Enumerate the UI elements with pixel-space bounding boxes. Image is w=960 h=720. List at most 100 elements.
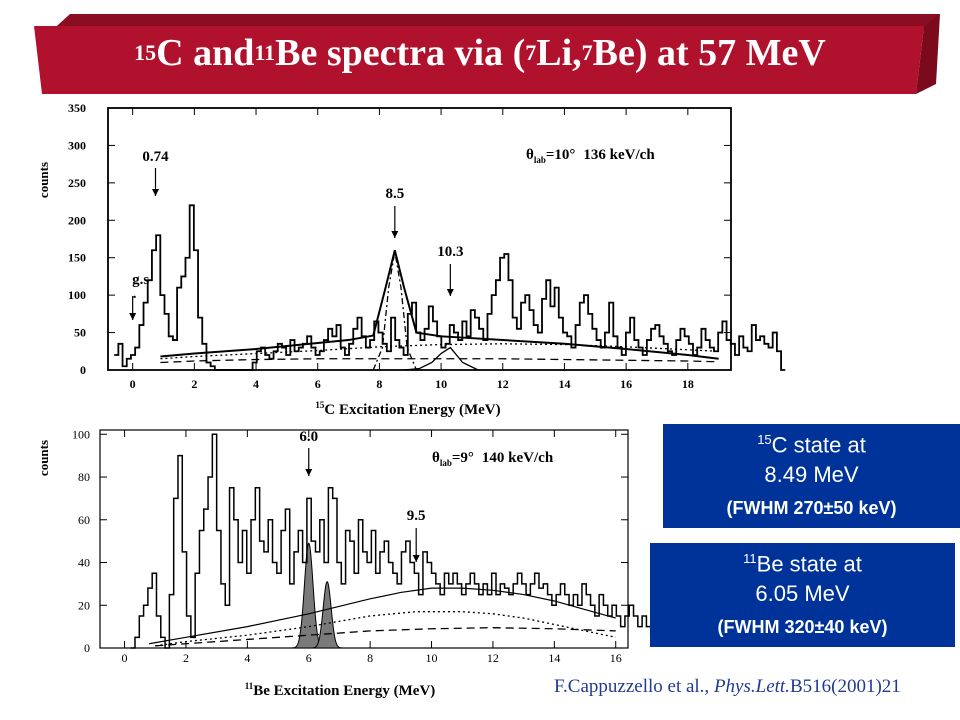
c2-xlabel: 11Be Excitation Energy (MeV): [245, 681, 436, 699]
c2-annotation-label: 6.0: [299, 429, 318, 445]
c1-xlabel-mass: 15: [315, 400, 325, 410]
c2-info-sub: lab: [440, 458, 452, 468]
title-banner: [34, 14, 940, 94]
c2-info-theta: θ: [432, 450, 440, 466]
c1-xtick-label: 4: [253, 377, 259, 391]
c2-peaks: [291, 542, 343, 649]
c2-annotation-arrowhead: [305, 469, 313, 476]
c1-ytick-label: 350: [68, 101, 86, 115]
c1-annotation-label: 10.3: [437, 244, 463, 260]
c1-xtick-label: 14: [558, 377, 570, 391]
box1-line1: 15C state at: [757, 432, 866, 458]
c2-frame: [99, 429, 629, 649]
c2-info-angle: =9°: [452, 450, 474, 466]
c1-frame: [107, 107, 732, 371]
c2-annotation-arrowhead: [412, 555, 420, 562]
c1-fit-peak-8-5: [372, 251, 418, 371]
c1-ytick-label: 150: [68, 251, 86, 265]
c2-xlabel-text: Be Excitation Energy (MeV): [253, 683, 435, 699]
c1-fit-total: [160, 249, 719, 360]
c1-xtick-label: 6: [315, 377, 321, 391]
c2-info-resolution: 140 keV/ch: [482, 450, 554, 466]
c2-peak-2: [311, 581, 343, 649]
c1-annotation-arrowhead: [446, 289, 454, 296]
c2-info: θlab=9° 140 keV/ch: [432, 450, 554, 468]
c2-ylabel: counts: [36, 440, 51, 476]
c1-ytick-label: 200: [68, 213, 86, 227]
c1-axes: 0 2 4 6 8 10 12 14 16 18 0 50 100 150 200 250 300 350: [68, 101, 732, 391]
c2-annotations: 6.0 9.5: [299, 429, 426, 562]
c1-xtick-label: 16: [620, 377, 632, 391]
c1-ytick-label: 250: [68, 176, 86, 190]
c1-xtick-label: 8: [376, 377, 382, 391]
c2-ytick-label: 0: [84, 641, 90, 655]
c2-fit-three-body: [155, 611, 616, 647]
c1-info-theta: θ: [526, 147, 534, 163]
box2-line1: 11Be state at: [743, 551, 862, 577]
c2-histogram: [130, 433, 673, 649]
c1-fit-three-body: [160, 343, 719, 360]
c1-ytick-label: 100: [68, 288, 86, 302]
c2-ytick-label: 100: [72, 427, 90, 441]
state-box-11be: 11Be state at 6.05 MeV (FWHM 320±40 keV): [650, 543, 955, 647]
c2-fit-total: [149, 587, 616, 645]
c2-xtick-label: 6: [306, 651, 312, 665]
page-title: 15 C and 11 Be spectra via (7 Li, 7 Be) at 57…: [134, 32, 826, 74]
c1-xtick-label: 18: [682, 377, 694, 391]
c2-xtick-label: 8: [367, 651, 373, 665]
c1-annotation-label: .: [133, 286, 137, 302]
c2-histogram-series: [130, 433, 673, 649]
c2-annotation-label: 9.5: [407, 508, 426, 524]
c1-info-angle: =10°: [546, 147, 576, 163]
c1-annotation-arrowhead: [151, 189, 159, 196]
c1-xtick-label: 10: [435, 377, 447, 391]
c2-xtick-label: 16: [610, 651, 622, 665]
c2-ytick-label: 20: [78, 598, 90, 612]
c1-ytick-label: 0: [80, 363, 86, 377]
c1-info-resolution: 136 keV/ch: [583, 147, 655, 163]
c1-ytick-label: 300: [68, 138, 86, 152]
c2-xtick-label: 12: [487, 651, 499, 665]
box2-line2: 6.05 MeV: [755, 581, 850, 607]
c1-ylabel: counts: [36, 162, 51, 198]
citation-journal: Phys.Lett.: [713, 676, 790, 697]
c1-annotation-arrowhead: [129, 313, 137, 320]
c1-histogram-series: [114, 204, 786, 371]
c2-xtick-label: 14: [548, 651, 560, 665]
c1-xtick-label: 0: [130, 377, 136, 391]
citation: F.Cappuzzello et al., Phys.Lett.B516(200…: [554, 676, 901, 697]
state-box-15c: 15C state at 8.49 MeV (FWHM 270±50 keV): [663, 424, 960, 528]
c2-xtick-label: 2: [183, 651, 189, 665]
c2-xtick-label: 0: [122, 651, 128, 665]
c2-xtick-label: 10: [426, 651, 438, 665]
c1-info: θlab=10° 136 keV/ch: [526, 147, 655, 165]
c2-xtick-label: 4: [244, 651, 250, 665]
c1-xlabel-text: C Excitation Energy (MeV): [324, 402, 500, 418]
c1-ytick-label: 50: [74, 326, 86, 340]
c1-annotation-label: 8.5: [385, 186, 404, 202]
c1-annotation-label: 0.74: [142, 149, 169, 165]
c1-fit-peak-10-3: [404, 346, 479, 371]
c2-ytick-label: 60: [78, 513, 90, 527]
c1-annotation-label: g.s: [132, 272, 149, 288]
c1-fit-background: [160, 358, 719, 364]
c1-xtick-label: 2: [191, 377, 197, 391]
c2-ytick-label: 40: [78, 556, 90, 570]
c2-fit-curves: [149, 587, 616, 647]
box1-line3: (FWHM 270±50 keV): [726, 498, 897, 519]
c2-ytick-label: 80: [78, 470, 90, 484]
c1-fit-curves: [160, 249, 719, 371]
c2-xlabel-mass: 11: [245, 681, 254, 691]
box1-line2: 8.49 MeV: [764, 462, 859, 488]
c1-annotations: 0.74 8.5 10.3 g.s.: [129, 149, 463, 320]
c1-histogram: [114, 204, 786, 371]
c2-fit-background: [155, 627, 616, 647]
c1-xlabel: 15C Excitation Energy (MeV): [315, 400, 500, 418]
c1-info-sub: lab: [534, 155, 546, 165]
box2-line3: (FWHM 320±40 keV): [717, 617, 888, 638]
c1-annotation-arrowhead: [391, 231, 399, 238]
c2-axes: 0 2 4 6 8 10 12 14 16 0 20 40 60 80 100: [72, 427, 629, 665]
c1-xtick-label: 12: [497, 377, 509, 391]
